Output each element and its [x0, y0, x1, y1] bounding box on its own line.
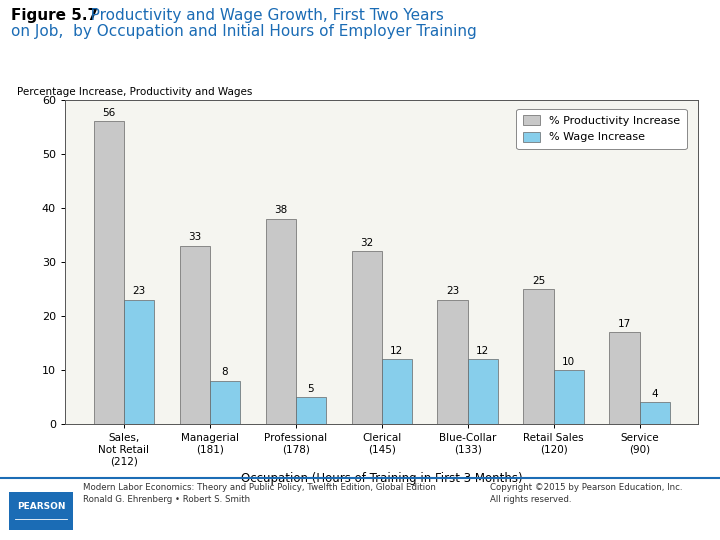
Text: PEARSON: PEARSON — [17, 502, 66, 511]
Bar — [94, 122, 124, 424]
Legend: % Productivity Increase, % Wage Increase: % Productivity Increase, % Wage Increase — [516, 109, 686, 149]
Text: 32: 32 — [360, 238, 373, 248]
Bar — [639, 402, 670, 424]
Text: on Job,  by Occupation and Initial Hours of Employer Training: on Job, by Occupation and Initial Hours … — [11, 24, 477, 39]
Text: 12: 12 — [390, 346, 403, 356]
Text: 5: 5 — [307, 383, 314, 394]
Bar — [266, 219, 296, 424]
Bar — [210, 381, 240, 424]
Bar — [438, 300, 467, 424]
Text: Figure 5.7: Figure 5.7 — [11, 8, 98, 23]
Text: 10: 10 — [562, 356, 575, 367]
Text: 38: 38 — [274, 205, 287, 215]
Text: 33: 33 — [188, 232, 201, 242]
Text: Percentage Increase, Productivity and Wages: Percentage Increase, Productivity and Wa… — [17, 86, 253, 97]
Text: Copyright ©2015 by Pearson Education, Inc.
All rights reserved.: Copyright ©2015 by Pearson Education, In… — [490, 483, 682, 504]
X-axis label: Occupation (Hours of Training in First 3 Months): Occupation (Hours of Training in First 3… — [240, 471, 523, 485]
Text: 8: 8 — [221, 367, 228, 377]
Bar — [467, 359, 498, 424]
Text: Modern Labor Economics: Theory and Public Policy, Twelfth Edition, Global Editio: Modern Labor Economics: Theory and Publi… — [83, 483, 436, 504]
Bar — [124, 300, 154, 424]
Text: 25: 25 — [532, 275, 545, 286]
Bar — [179, 246, 210, 424]
Text: Productivity and Wage Growth, First Two Years: Productivity and Wage Growth, First Two … — [76, 8, 444, 23]
Text: 12: 12 — [476, 346, 489, 356]
Text: 4: 4 — [652, 389, 658, 399]
Bar — [554, 370, 584, 424]
Bar — [296, 397, 325, 424]
Text: 56: 56 — [102, 108, 115, 118]
Text: 17: 17 — [618, 319, 631, 329]
Bar — [382, 359, 412, 424]
Bar — [351, 251, 382, 424]
Text: 23: 23 — [446, 286, 459, 296]
Bar — [523, 289, 554, 424]
Bar — [609, 332, 639, 424]
Text: 23: 23 — [132, 286, 145, 296]
